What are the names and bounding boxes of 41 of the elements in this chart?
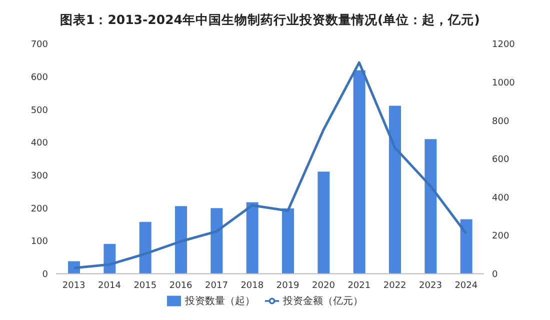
bar [318, 172, 330, 274]
y-tick-label: 300 [30, 171, 48, 182]
x-tick-label: 2021 [348, 281, 371, 292]
y2-tick-label: 200 [492, 232, 510, 242]
bar [353, 70, 366, 274]
x-tick-label: 2023 [419, 281, 442, 292]
y2-tick-label: 400 [492, 193, 510, 204]
x-tick-label: 2013 [62, 281, 86, 292]
x-tick-label: 2018 [240, 281, 264, 292]
y-tick-label: 0 [42, 270, 48, 280]
y-tick-label: 400 [30, 138, 48, 149]
y2-tick-label: 1200 [492, 40, 516, 50]
x-tick-label: 2022 [383, 281, 406, 292]
bar [460, 219, 472, 274]
legend-label: 投资金额（亿元） [283, 296, 363, 307]
bar [424, 139, 437, 274]
bar [246, 202, 258, 274]
legend-label: 投资数量（起） [185, 296, 255, 307]
x-tick-label: 2020 [312, 281, 336, 292]
y2-tick-label: 800 [492, 116, 510, 127]
y2-tick-label: 1000 [492, 78, 516, 88]
y-tick-label: 100 [30, 237, 48, 248]
chart-title: 图表1：2013-2024年中国生物制药行业投资数量情况(单位：起，亿元) [59, 11, 481, 29]
x-tick-label: 2024 [454, 281, 478, 292]
y-tick-label: 700 [30, 40, 48, 50]
y-tick-label: 600 [30, 73, 48, 84]
x-tick-label: 2017 [205, 281, 228, 292]
line-series [72, 61, 468, 270]
bar [139, 222, 152, 274]
bar [175, 206, 187, 274]
bar [389, 106, 401, 274]
y-tick-label: 200 [30, 204, 48, 214]
x-tick-label: 2014 [98, 281, 122, 292]
y-tick-label: 500 [30, 106, 48, 116]
x-tick-label: 2019 [276, 281, 300, 292]
bar [210, 208, 223, 274]
y2-tick-label: 0 [492, 270, 498, 280]
x-tick-label: 2016 [169, 281, 193, 292]
y2-tick-label: 600 [492, 155, 510, 166]
x-tick-label: 2015 [134, 281, 157, 292]
bar [282, 208, 294, 274]
